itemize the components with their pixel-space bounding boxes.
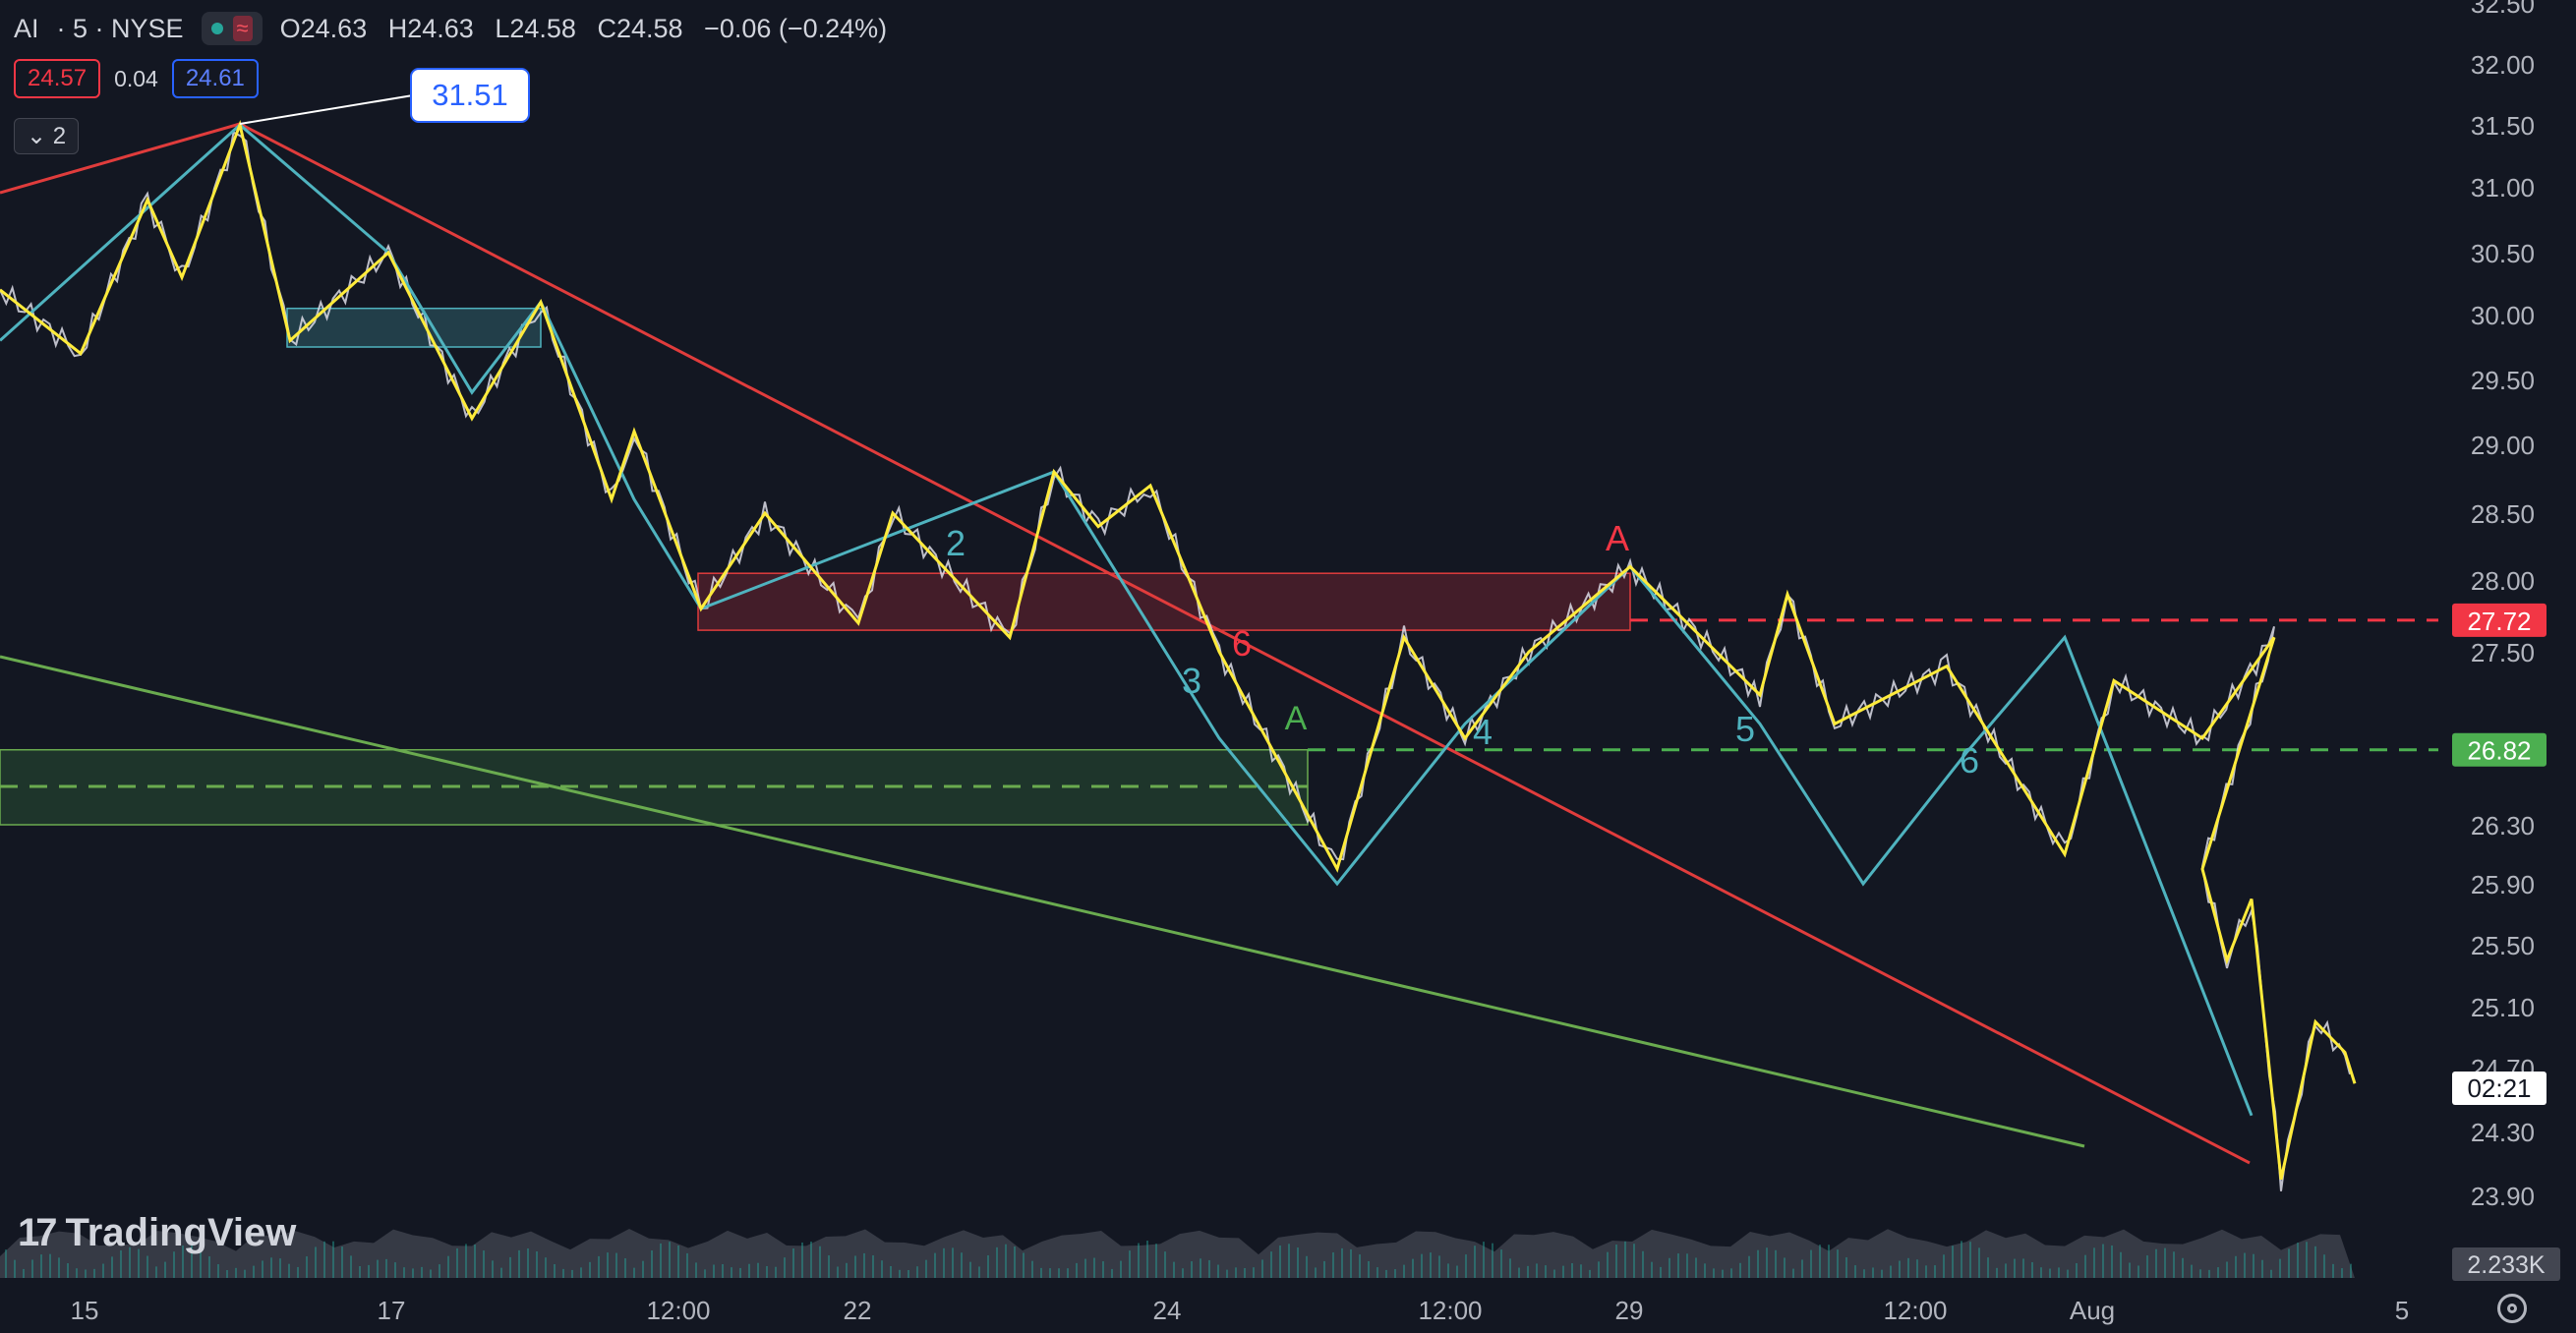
wave-label-a-green: A [1285,700,1308,737]
market-status[interactable]: ≈ [201,12,263,45]
x-tick-label: 24 [1153,1296,1182,1325]
close-value: 24.58 [615,13,683,43]
y-tick-label: 25.90 [2471,870,2535,899]
volume-tag [2452,1247,2560,1281]
tradingview-mark-icon: 17 [18,1211,57,1254]
y-tick-label: 29.00 [2471,431,2535,460]
y-tick-label: 24.30 [2471,1118,2535,1147]
volume-label: 2.233K [2467,1251,2546,1279]
buy-button[interactable]: 24.61 [171,59,259,98]
x-tick-label: 22 [844,1296,872,1325]
green-level-label: 26.82 [2467,736,2531,766]
settings-gear-icon[interactable] [2497,1294,2527,1323]
wave-label-6-red: 6 [1232,623,1252,664]
y-tick-label: 31.50 [2471,111,2535,141]
high-value: 24.63 [407,13,474,43]
high-label: H [387,13,408,43]
sell-button[interactable]: 24.57 [14,59,101,98]
callout-text: 31.51 [432,78,508,112]
close-label: C [597,13,616,43]
red-level-tag [2452,603,2547,637]
x-tick-label: 17 [378,1296,406,1325]
x-tick-label: Aug [2070,1296,2115,1325]
symbol-name[interactable]: AI [14,13,39,43]
y-tick-label: 28.00 [2471,566,2535,596]
red-trendline [239,122,2251,1165]
teal-zigzag [0,123,2254,1117]
y-tick-label: 25.10 [2471,993,2535,1022]
x-tick-label: 29 [1615,1296,1644,1325]
x-tick-label: 12:00 [1418,1296,1482,1325]
y-tick-label: 26.30 [2471,811,2535,840]
y-tick-label: 23.90 [2471,1182,2535,1211]
wave-label-a-red: A [1606,518,1629,558]
ohlc-values: O24.63 H24.63 L24.58 C24.58 −0.06 (−0.24… [280,14,888,44]
change-value: −0.06 (−0.24%) [704,13,888,43]
y-tick-label: 25.50 [2471,931,2535,960]
callout-leader [239,94,414,125]
wave-label-4: 4 [1473,712,1493,752]
y-tick-label: 30.50 [2471,239,2535,268]
wave-label-6-teal: 6 [1960,740,1979,781]
wave-label-3: 3 [1182,661,1201,701]
yellow-zigzag [0,119,2357,1181]
green-trendline [0,655,2085,1148]
spread-value: 0.04 [114,65,158,91]
y-tick-label: 31.00 [2471,173,2535,203]
y-tick-label: 32.50 [2471,0,2535,19]
trade-panel: 24.57 0.04 24.61 [14,59,259,98]
x-tick-label: 15 [71,1296,99,1325]
callout-box [410,68,530,123]
wave-label-5: 5 [1735,709,1755,749]
x-tick-label: 12:00 [646,1296,710,1325]
x-tick-label: 12:00 [1883,1296,1947,1325]
red-trendline-left [0,122,241,195]
indicators-count: 2 [52,123,67,149]
red-level-label: 27.72 [2467,607,2531,636]
symbol-header: AI · 5 · NYSE ≈ O24.63 H24.63 L24.58 C24… [14,12,887,45]
indicators-toggle-button[interactable]: ⌄ 2 [14,118,80,154]
y-tick-label: 28.50 [2471,499,2535,529]
logo-text: TradingView [65,1211,297,1254]
y-tick-label: 27.50 [2471,638,2535,667]
x-tick-label: 5 [2395,1296,2409,1325]
green-level-tag [2452,732,2547,767]
teal-zone [286,307,542,348]
open-label: O [279,13,301,43]
chevron-down-icon: ⌄ [27,123,47,149]
y-tick-label: 30.00 [2471,301,2535,330]
market-open-icon [210,23,223,34]
countdown-tag [2452,1072,2547,1105]
low-label: L [495,13,510,43]
open-value: 24.63 [300,13,368,43]
interval-exchange[interactable]: · 5 · NYSE [56,13,184,43]
volume-area [0,1229,2355,1278]
y-tick-label: 32.00 [2471,50,2535,80]
y-tick-label: 29.50 [2471,366,2535,395]
low-value: 24.58 [509,13,576,43]
wave-icon: ≈ [232,16,253,41]
wave-label-2: 2 [946,523,966,563]
tradingview-logo[interactable]: 17 TradingView [18,1211,296,1255]
countdown-label: 02:21 [2467,1073,2531,1103]
